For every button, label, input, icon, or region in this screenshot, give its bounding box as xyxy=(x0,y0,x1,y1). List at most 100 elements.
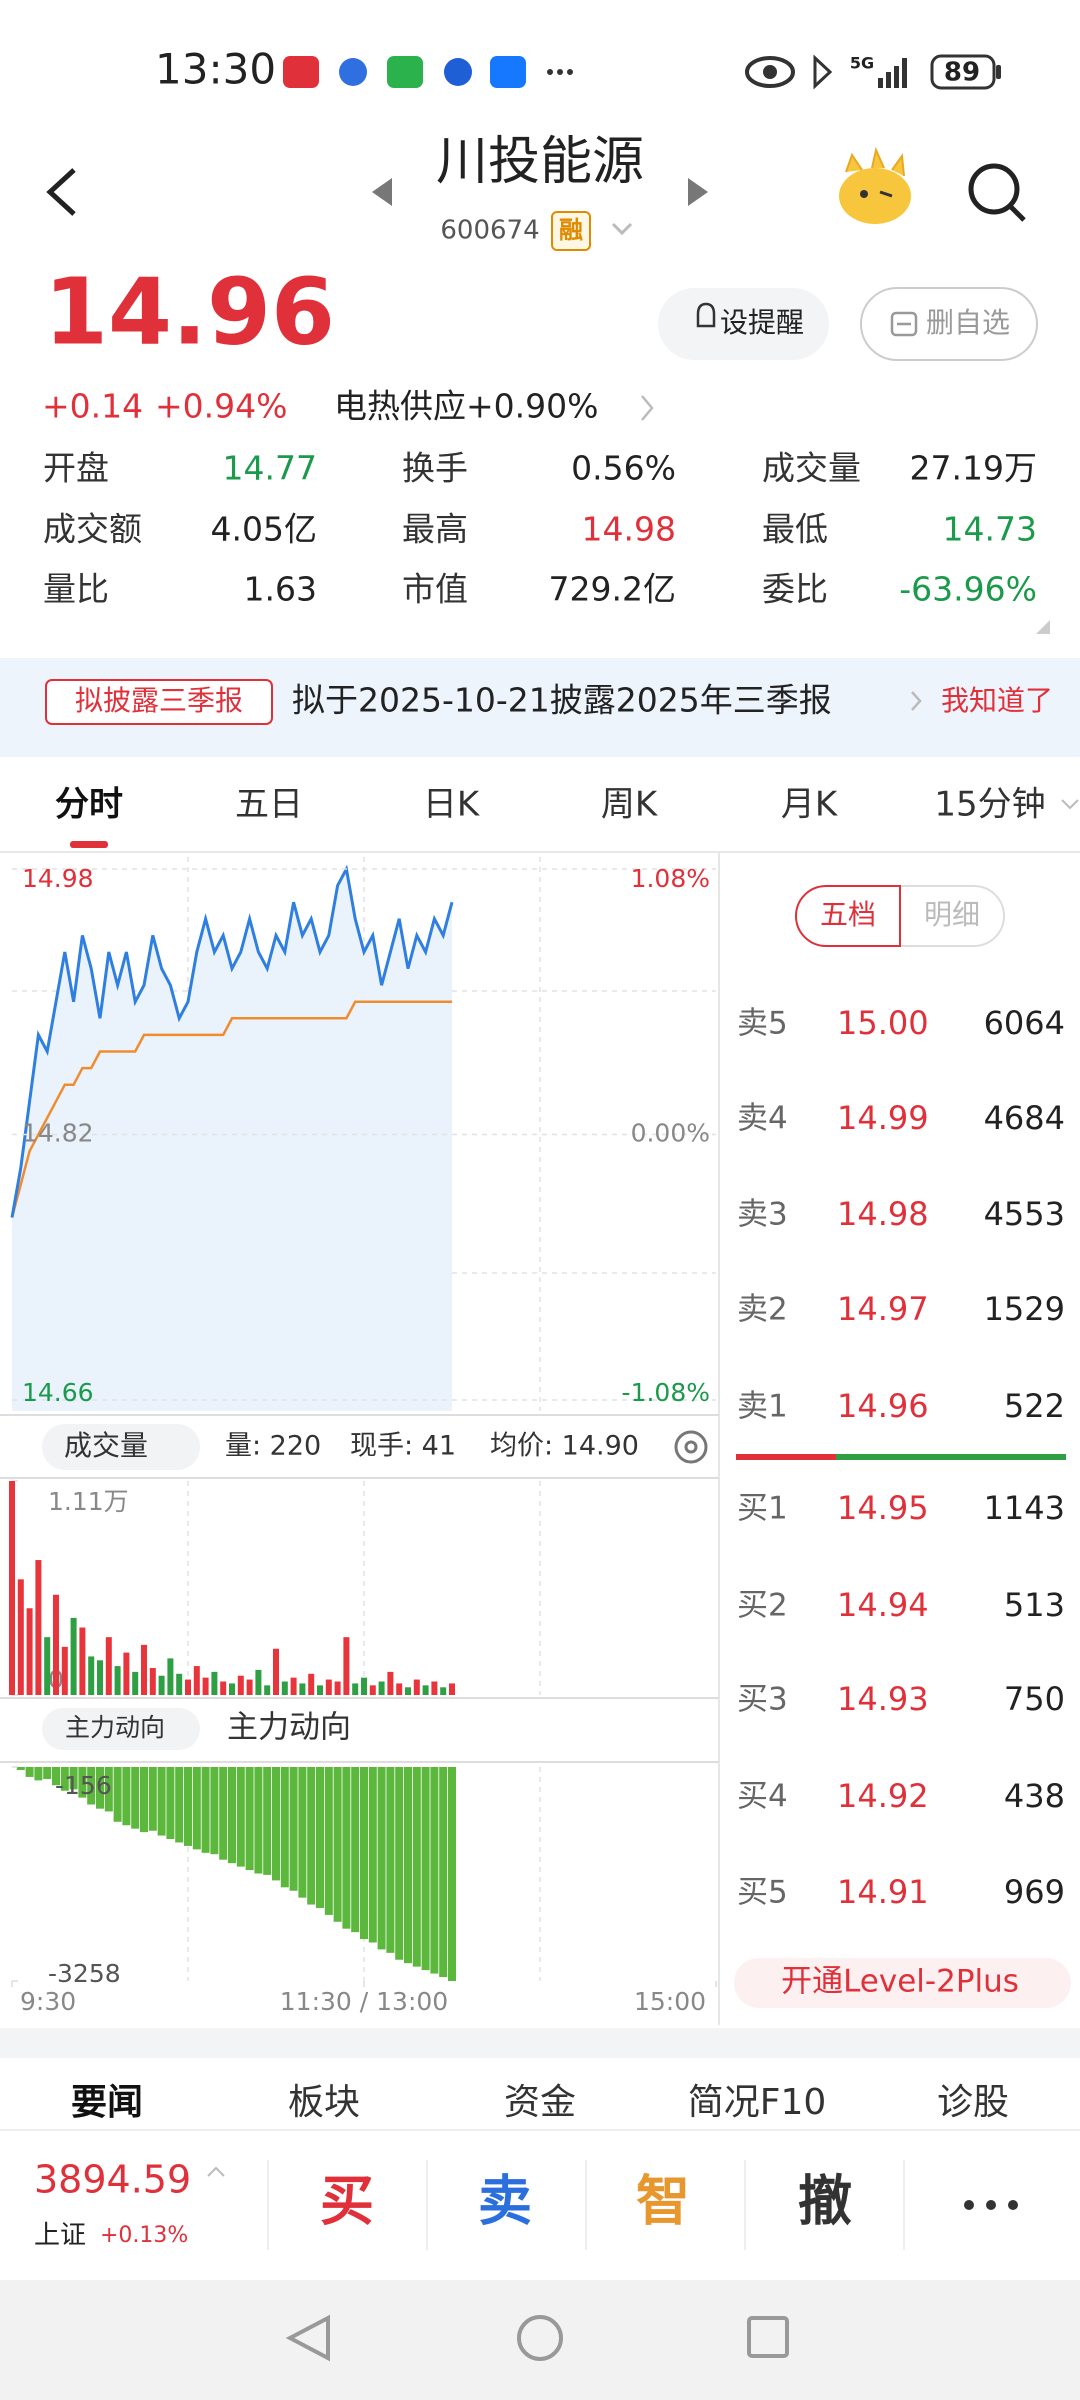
order-price: 14.99 xyxy=(837,1099,929,1137)
order-toggle-option[interactable]: 明细 xyxy=(924,898,980,931)
avg-line xyxy=(10,1000,452,1218)
main-force-selector[interactable] xyxy=(42,1708,200,1750)
order-volume: 750 xyxy=(1004,1680,1065,1718)
volume-bar xyxy=(97,1660,103,1695)
stat-value: 4.05亿 xyxy=(211,510,317,549)
news-tab[interactable]: 要闻 xyxy=(71,2082,143,2123)
main-force-bar xyxy=(377,1767,386,1950)
x-tick-label: 15:00 xyxy=(634,1987,706,2016)
main-force-bar xyxy=(148,1767,157,1831)
remove-watch-button[interactable]: 删自选 xyxy=(926,306,1010,339)
main-force-bar xyxy=(175,1767,184,1843)
main-force-bar xyxy=(228,1767,236,1864)
search-button[interactable] xyxy=(968,163,1020,215)
order-price: 14.95 xyxy=(837,1489,929,1527)
margin-badge: 融 xyxy=(559,216,583,244)
volume-bar xyxy=(88,1656,95,1695)
news-tab[interactable]: 板块 xyxy=(288,2082,360,2123)
action-button[interactable]: 撤 xyxy=(798,2170,852,2233)
remove-watch-button[interactable] xyxy=(860,287,1038,361)
main-force-bar xyxy=(192,1767,201,1850)
order-toggle-option[interactable]: 五档 xyxy=(820,898,876,931)
order-side: 买2 xyxy=(737,1588,788,1624)
order-side: 买1 xyxy=(737,1491,788,1527)
bluetooth-icon xyxy=(813,54,833,90)
volume-bar xyxy=(202,1677,209,1695)
volume-bar xyxy=(185,1679,191,1695)
news-tab[interactable]: 诊股 xyxy=(937,2082,1009,2123)
volume-bar xyxy=(105,1637,112,1695)
notice-tag-box xyxy=(45,679,273,725)
chart-tab[interactable]: 月K xyxy=(781,785,839,825)
main-force-bar xyxy=(412,1767,421,1967)
next-stock[interactable] xyxy=(688,178,708,206)
alert-button[interactable]: 设提醒 xyxy=(720,306,804,339)
order-side: 卖4 xyxy=(737,1101,788,1137)
app-icon xyxy=(444,58,472,86)
eye-icon xyxy=(745,56,795,88)
mascot[interactable] xyxy=(839,168,911,224)
stat-label: 市值 xyxy=(402,570,468,609)
main-force-bar xyxy=(280,1767,289,1888)
main-force-bar xyxy=(360,1767,368,1940)
nav-recent[interactable] xyxy=(747,2316,789,2358)
nav-home[interactable] xyxy=(517,2315,563,2361)
action-button[interactable]: 买 xyxy=(320,2170,374,2233)
notice-action[interactable]: 我知道了 xyxy=(941,684,1053,717)
main-force-selector[interactable]: 主力动向 xyxy=(65,1713,165,1742)
settings-button[interactable] xyxy=(674,1430,708,1464)
volume-selector[interactable] xyxy=(42,1424,200,1470)
volume-bar xyxy=(70,1617,77,1695)
main-force-bar xyxy=(298,1767,307,1898)
chart-tab[interactable]: 日K xyxy=(423,785,481,825)
chart-tab[interactable]: 周K xyxy=(601,785,659,825)
volume-bar xyxy=(325,1679,332,1695)
volume-bar xyxy=(369,1685,376,1695)
volume-selector[interactable]: 成交量 xyxy=(64,1429,148,1462)
volume-bar xyxy=(299,1683,306,1695)
prev-stock[interactable] xyxy=(372,178,392,206)
volume-bar xyxy=(211,1671,218,1695)
action-button[interactable]: 智 xyxy=(636,2170,690,2233)
change: +0.14 xyxy=(42,387,143,426)
chart-tab[interactable]: 五日 xyxy=(235,785,303,825)
main-force-title: 主力动向 xyxy=(227,1710,351,1746)
volume-bar xyxy=(378,1681,385,1695)
upgrade-button[interactable]: 开通Level-2Plus xyxy=(781,1964,1019,2000)
nav-back[interactable] xyxy=(285,2314,330,2362)
action-button[interactable]: 卖 xyxy=(478,2170,532,2233)
main-force-bar xyxy=(69,1767,78,1790)
order-price: 14.96 xyxy=(837,1387,929,1425)
volume-stat: 现手: 41 xyxy=(350,1431,456,1462)
stat-value: 27.19万 xyxy=(910,449,1037,488)
y-tick-label: 14.66 xyxy=(22,1378,94,1407)
price-line xyxy=(10,864,454,1218)
main-force-bar xyxy=(104,1767,113,1812)
news-tab[interactable]: 简况F10 xyxy=(688,2082,827,2123)
sector[interactable]: 电热供应+0.90% xyxy=(334,387,598,426)
chart-tab[interactable]: 15分钟 xyxy=(934,785,1045,825)
order-price: 14.97 xyxy=(837,1290,929,1328)
app-icon xyxy=(387,56,423,88)
back-button[interactable] xyxy=(46,168,76,216)
volume-bar xyxy=(176,1673,183,1695)
chart-tab[interactable]: 分时 xyxy=(55,785,123,825)
main-force-bar xyxy=(34,1767,43,1781)
main-force-bar xyxy=(272,1767,280,1881)
volume-stat: 量: 220 xyxy=(225,1431,321,1462)
volume-bar xyxy=(352,1683,359,1695)
volume-bar xyxy=(149,1668,156,1695)
volume-bar xyxy=(317,1685,323,1695)
main-force-bar xyxy=(316,1767,324,1909)
main-force-bar xyxy=(113,1767,122,1822)
index-name: 上证 xyxy=(34,2221,86,2251)
order-price: 14.92 xyxy=(837,1777,929,1815)
volume-bar xyxy=(114,1666,121,1695)
order-volume: 1529 xyxy=(984,1290,1065,1328)
stat-label: 成交量 xyxy=(762,449,861,488)
upgrade-button[interactable] xyxy=(734,1958,1071,2008)
news-tab[interactable]: 资金 xyxy=(504,2082,576,2123)
main-force-bar xyxy=(219,1767,228,1860)
volume-bar xyxy=(193,1666,200,1695)
volume-bar xyxy=(9,1481,15,1695)
